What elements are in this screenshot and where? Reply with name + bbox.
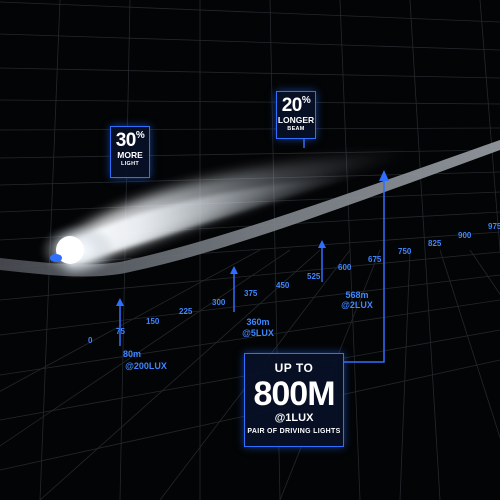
percent-value: 20 [281,95,303,116]
max-distance-badge: UP TO 800M @1LUX PAIR OF DRIVING LIGHTS [244,353,344,447]
scale-tick: 825 [428,239,442,248]
distance-scale: 0 75 150 225 300 375 450 525 600 675 750… [88,222,500,345]
marker-lux: @5LUX [242,328,274,338]
badge-lux: @1LUX [274,412,314,424]
marker-distance: 568m [345,290,368,300]
lux-marker-568m: 568m @2LUX [318,240,373,310]
longer-beam-badge: 20% LONGER BEAM [276,91,316,139]
badge-line2: LIGHT [121,160,139,167]
scale-tick: 0 [88,336,93,345]
lux-marker-360m: 360m @5LUX [230,266,274,338]
scale-tick: 975 [488,222,500,231]
connector-arrowhead [379,170,389,181]
badge-line1: LONGER [277,115,315,125]
scale-tick: 300 [212,298,226,307]
percent-sign: % [301,95,311,106]
scale-tick: 900 [458,231,472,240]
badge-line1: MORE [117,150,143,160]
badge-upto: UP TO [274,361,314,375]
scale-tick: 675 [368,255,382,264]
marker-distance: 360m [246,317,269,327]
scale-tick: 525 [307,272,321,281]
scale-tick: 150 [146,317,160,326]
percent-sign: % [135,130,145,141]
scale-tick: 750 [398,247,412,256]
scale-tick: 600 [338,263,352,272]
badge-percent: 20% [277,95,315,116]
badge-percent: 30% [111,130,149,151]
percent-value: 30 [115,130,137,151]
light-beam [40,150,420,276]
headlight-source [50,254,62,262]
badge-distance: 800M [253,375,335,413]
badge-line2: BEAM [287,125,305,132]
marker-distance: 80m [123,349,141,359]
callout-connectors [303,139,385,363]
marker-lux: @2LUX [341,300,373,310]
more-light-badge: 30% MORE LIGHT [110,126,150,178]
scale-tick: 225 [179,307,193,316]
scale-tick: 450 [276,281,290,290]
badge-caption: PAIR OF DRIVING LIGHTS [247,428,341,435]
scale-tick: 375 [244,289,258,298]
marker-lux: @200LUX [125,361,167,371]
lux-marker-80m: 80m @200LUX [116,298,167,371]
